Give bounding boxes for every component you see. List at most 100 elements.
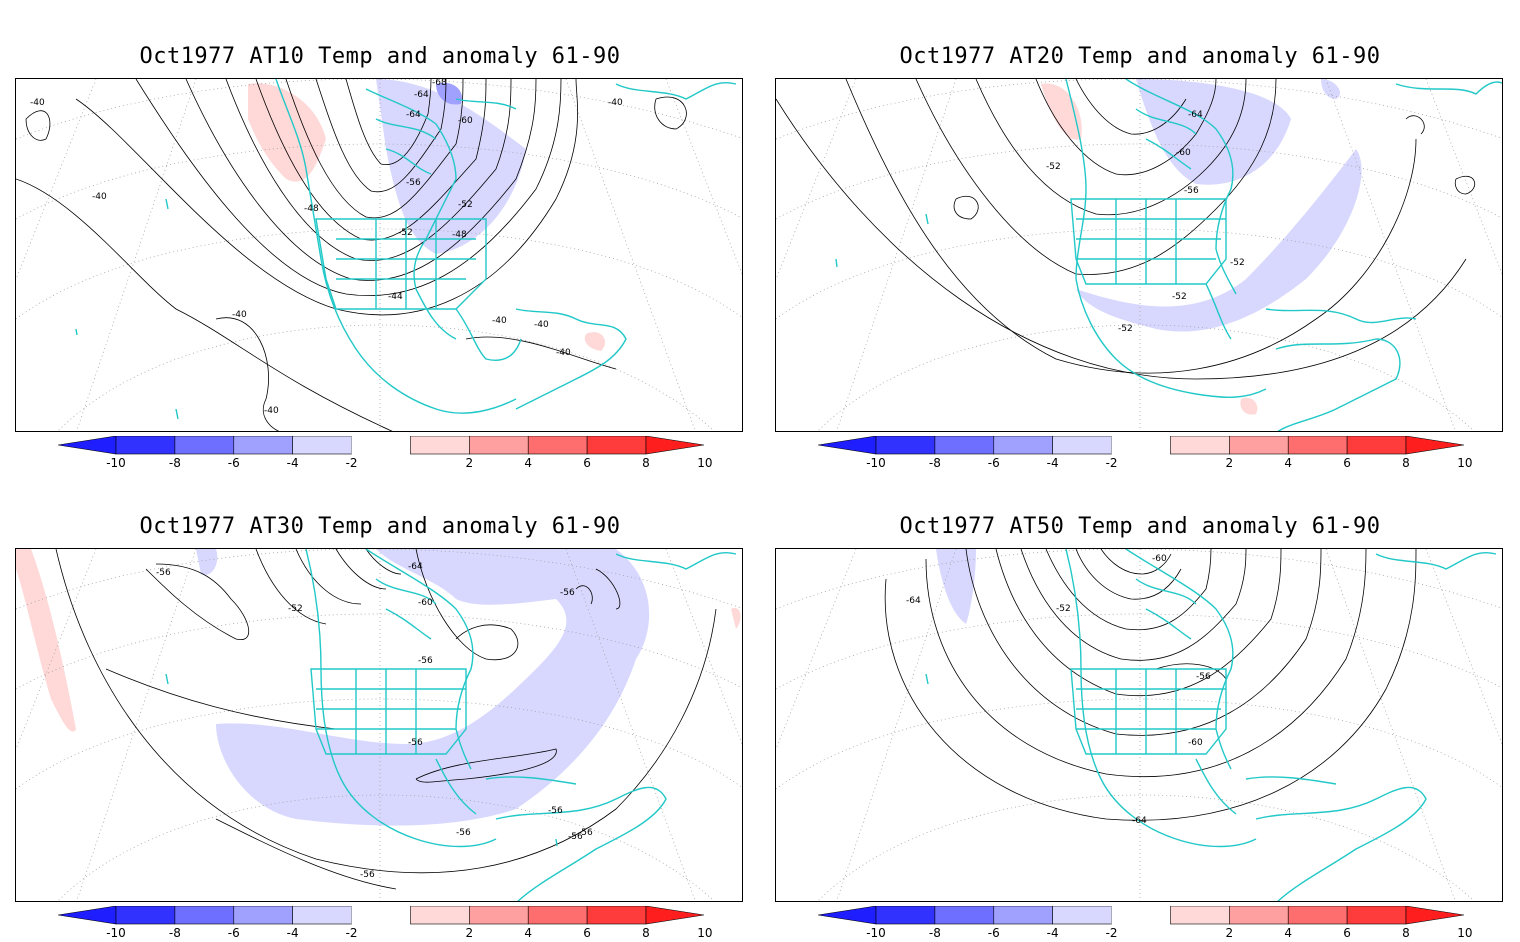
contour-label: -52: [398, 228, 413, 238]
colorbar-tick-label: -4: [1046, 456, 1059, 470]
colorbar-tick-label: -6: [987, 456, 1000, 470]
panel-at20: Oct1977 AT20 Temp and anomaly 61-90: [760, 0, 1520, 470]
contour-label: -52: [1046, 162, 1061, 172]
map-at10: -40 -40 -40 -40 -40 -40 -40 -40 -44 -48 …: [15, 78, 743, 432]
colorbar-tick-label: 6: [1343, 456, 1351, 470]
graticule: [776, 79, 1502, 431]
contour-label: -48: [452, 230, 467, 240]
contour-label: -52: [458, 200, 473, 210]
contour-label: -52: [1172, 292, 1187, 302]
negative-anomaly-area: [1076, 149, 1362, 332]
colorbar-tick-label: -10: [866, 926, 886, 940]
colorbar-tick-label: -8: [168, 456, 181, 470]
coastlines: [165, 549, 737, 901]
colorbar-swatch: [1111, 436, 1171, 454]
colorbar-tick-label: 4: [524, 926, 533, 940]
colorbar-right-arrow: [645, 436, 704, 455]
colorbar-tick-label: -10: [866, 456, 886, 470]
positive-anomaly-area: [248, 83, 326, 182]
colorbar-tick-label: -2: [345, 456, 358, 470]
contour-label: -56: [1196, 672, 1211, 682]
negative-anomaly-area: [196, 549, 218, 575]
colorbar-tick-label: 2: [465, 456, 474, 470]
contour-label: -56: [548, 806, 563, 816]
contour-label: -40: [556, 348, 571, 358]
colorbar-swatch: [292, 906, 352, 925]
colorbar-swatch: [1170, 436, 1230, 455]
colorbar-tick-label: -10: [106, 456, 126, 470]
colorbar-right-arrow: [1405, 436, 1464, 455]
contour-label: -40: [534, 320, 549, 330]
colorbar-tick-label: -6: [227, 456, 240, 470]
colorbar-swatch: [993, 436, 1053, 455]
colorbar-swatch: [115, 436, 176, 455]
contour-label: -44: [388, 292, 403, 302]
colorbar-swatch: [875, 436, 936, 455]
colorbar-swatch: [934, 436, 995, 455]
panel-at30: Oct1977 AT30 Temp and anomaly 61-90: [0, 470, 760, 940]
colorbar-swatch: [351, 436, 411, 454]
positive-anomaly-area: [1240, 397, 1258, 415]
temperature-contours: [55, 549, 717, 890]
colorbar-swatch: [1287, 436, 1348, 455]
colorbar-swatch: [527, 436, 588, 455]
contour-label: -52: [1230, 258, 1245, 268]
contour-labels: -64 -60 -52 -56 -60 -64: [906, 554, 1211, 826]
contour-label: -64: [1132, 816, 1147, 826]
colorbar-swatch: [115, 906, 176, 925]
contour-label: -52: [288, 604, 303, 614]
colorbar-tick-label: -8: [928, 926, 941, 940]
coastlines: [925, 549, 1497, 901]
colorbar-tick-label: -6: [987, 926, 1000, 940]
colorbar-swatch: [1229, 436, 1289, 455]
contour-label: -64: [906, 596, 921, 606]
contour-label: -64: [408, 562, 423, 572]
colorbar-tick-label: 10: [1457, 456, 1473, 470]
colorbar-swatch: [410, 436, 470, 455]
negative-anomaly-area: [376, 79, 526, 254]
positive-anomaly-area: [584, 332, 606, 351]
contour-label: -40: [264, 406, 279, 416]
colorbar-tick-label: -2: [1105, 456, 1118, 470]
contour-label: -56: [560, 588, 575, 598]
colorbar-swatch: [1052, 436, 1112, 455]
colorbar-swatches: [818, 436, 1464, 455]
contour-label: -56: [578, 828, 593, 838]
contour-label: -52: [1118, 324, 1133, 334]
contour-label: -56: [406, 178, 421, 188]
positive-anomaly-area: [731, 608, 741, 629]
colorbar-right-arrow: [1405, 906, 1464, 925]
contour-label: -56: [156, 568, 171, 578]
colorbar-tick-label: -8: [928, 456, 941, 470]
colorbar-tick-label: 10: [697, 926, 713, 940]
map-at30: -56 -52 -64 -60 -56 -56 -56 -56 -56 -56 …: [15, 548, 743, 902]
map-at50: -64 -60 -52 -56 -60 -64: [775, 548, 1503, 902]
colorbar-tick-label: -4: [286, 456, 299, 470]
positive-anomaly-area: [1041, 83, 1082, 140]
contour-label: -48: [304, 204, 319, 214]
contour-label: -60: [1176, 148, 1191, 158]
colorbar-tick-label: 8: [642, 926, 650, 940]
negative-anomaly-area: [1136, 79, 1291, 185]
negative-anomaly-core: [436, 82, 462, 105]
temperature-contours: [884, 549, 1417, 821]
map-canvas: -56 -52 -64 -60 -56 -56 -56 -56 -56 -56 …: [16, 549, 742, 901]
colorbar-swatches: [818, 906, 1464, 925]
colorbar-tick-label: 4: [1284, 456, 1293, 470]
panel-title: Oct1977 AT50 Temp and anomaly 61-90: [899, 514, 1381, 539]
colorbar-tick-label: 8: [1402, 926, 1410, 940]
contour-label: -64: [414, 90, 429, 100]
colorbar-tick-label: 2: [1225, 926, 1234, 940]
colorbar-swatch: [586, 906, 647, 925]
contour-label: -64: [406, 110, 421, 120]
contour-label: -40: [608, 98, 623, 108]
colorbar-swatches: [58, 436, 704, 455]
colorbar-tick-label: -8: [168, 926, 181, 940]
positive-anomaly-area: [16, 549, 76, 732]
colorbar-tick-label: -2: [1105, 926, 1118, 940]
colorbar-swatch: [1229, 906, 1289, 925]
colorbar-swatch: [174, 906, 235, 925]
colorbar-tick-label: 6: [583, 926, 591, 940]
negative-anomaly-area: [936, 549, 976, 624]
colorbar-swatch: [1052, 906, 1112, 925]
